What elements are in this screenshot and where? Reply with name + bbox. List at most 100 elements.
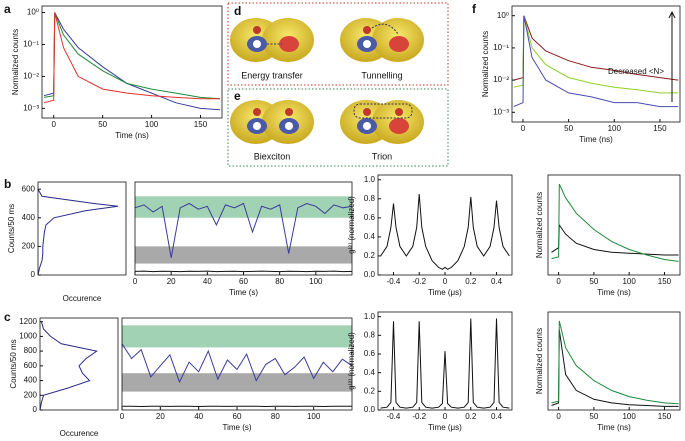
plot-frame (37, 181, 127, 276)
plot-frame (377, 174, 513, 276)
x-axis-label: Time (ns) (115, 131, 149, 140)
x-tick-label: 50 (98, 120, 107, 129)
x-tick-label: 0 (443, 277, 448, 286)
y-axis-label: Normalized counts (535, 328, 544, 394)
x-tick-label: 0 (556, 412, 561, 421)
x-tick-label: 150 (194, 120, 208, 129)
y-tick-label: 0.4 (364, 232, 376, 241)
diagram: Energy transfer Tunnelling Biexciton Tri… (227, 2, 449, 167)
rod (230, 18, 314, 62)
x-tick-label: 100 (622, 277, 636, 286)
series-line (551, 223, 679, 256)
panel-label: f (472, 2, 477, 16)
diagram-label: Tunnelling (361, 70, 402, 80)
panel-label: a (4, 2, 11, 16)
diagram-label: Biexciton (254, 151, 291, 161)
y-tick-label: 0.4 (364, 368, 376, 377)
x-tick-label: 150 (658, 277, 672, 286)
y-tick-label: 10⁻¹ (493, 43, 509, 52)
y-tick-label: 600 (22, 184, 36, 193)
x-tick-label: 40 (194, 412, 203, 421)
y-tick-label: 1000 (19, 332, 37, 341)
y-tick-label: 0.0 (364, 270, 376, 279)
y-tick-label: 1.0 (364, 312, 376, 321)
series-line (513, 15, 679, 108)
y-tick-label: 0.2 (364, 386, 376, 395)
x-tick-label: 80 (275, 277, 284, 286)
plot-frame (39, 317, 119, 411)
x-tick-label: 100 (309, 277, 323, 286)
x-tick-label: 0 (120, 412, 125, 421)
y-axis-label: Counts/50 ms (9, 339, 18, 388)
x-axis-label: Time (μs) (428, 288, 462, 297)
series-line (551, 329, 679, 407)
annotation-arrow (668, 10, 676, 102)
y-tick-label: 0.6 (364, 213, 376, 222)
y-tick-label: 0.6 (364, 349, 376, 358)
x-tick-label: 100 (622, 412, 636, 421)
x-axis-label: Time (μs) (428, 423, 462, 432)
x-tick-label: 150 (653, 124, 667, 133)
y-axis-label: Normalized counts (11, 29, 20, 95)
x-axis-label: Time (s) (229, 288, 258, 297)
annotation: Decreased <N> (608, 67, 664, 76)
x-tick-label: 50 (589, 412, 598, 421)
y-tick-label: 0.2 (364, 251, 376, 260)
x-tick-label: 0 (521, 124, 526, 133)
x-axis-label: Time (ns) (597, 423, 631, 432)
panel-label: e (234, 89, 241, 103)
x-tick-label: 80 (271, 412, 280, 421)
band (135, 196, 352, 218)
band (122, 325, 352, 348)
y-tick-label: 800 (24, 346, 38, 355)
x-tick-label: 40 (203, 277, 212, 286)
panel-label: b (4, 177, 11, 191)
x-tick-label: 20 (156, 412, 165, 421)
plot-frame (547, 174, 681, 276)
y-tick-label: 0 (31, 270, 36, 279)
y-tick-label: 1.0 (364, 175, 376, 184)
y-tick-label: 10⁻³ (493, 107, 509, 116)
x-tick-label: 0.4 (491, 412, 503, 421)
series-line (380, 193, 510, 270)
x-tick-label: 0.2 (465, 277, 477, 286)
x-tick-label: -0.4 (387, 277, 401, 286)
y-tick-label: 10⁻³ (23, 103, 39, 112)
x-tick-label: 100 (145, 120, 159, 129)
x-tick-label: 20 (167, 277, 176, 286)
x-axis-label: Time (s) (222, 423, 251, 432)
x-axis-label: Occurence (60, 429, 99, 438)
x-tick-label: 100 (307, 412, 321, 421)
x-tick-label: 0 (443, 412, 448, 421)
x-axis-label: Time (ns) (579, 135, 613, 144)
panel-label: d (234, 4, 241, 18)
y-axis-label: g⁽²⁾ (normalized) (347, 196, 356, 254)
x-tick-label: 50 (589, 277, 598, 286)
y-tick-label: 400 (24, 376, 38, 385)
profile-line (37, 188, 119, 276)
series-line (551, 320, 679, 405)
series-line (43, 12, 220, 104)
y-tick-label: 0.8 (364, 194, 376, 203)
x-tick-label: 0 (52, 120, 57, 129)
y-axis-label: Counts/50 ms (7, 204, 16, 253)
x-tick-label: 60 (239, 277, 248, 286)
x-tick-label: 0 (133, 277, 138, 286)
x-tick-label: 60 (233, 412, 242, 421)
x-tick-label: 0.4 (491, 277, 503, 286)
y-tick-label: 10⁰ (497, 11, 509, 20)
box-e (227, 88, 449, 167)
y-tick-label: 200 (22, 241, 36, 250)
x-tick-label: 100 (608, 124, 622, 133)
plot-frame (41, 5, 223, 119)
x-tick-label: 0.2 (465, 412, 477, 421)
panel-label: c (4, 310, 11, 324)
rod (340, 18, 424, 62)
series-line (121, 343, 353, 384)
x-tick-label: -0.2 (412, 277, 426, 286)
y-tick-label: 200 (24, 390, 38, 399)
series-line (551, 183, 679, 262)
y-tick-label: 0 (33, 405, 38, 414)
y-tick-label: 10⁻¹ (23, 40, 39, 49)
